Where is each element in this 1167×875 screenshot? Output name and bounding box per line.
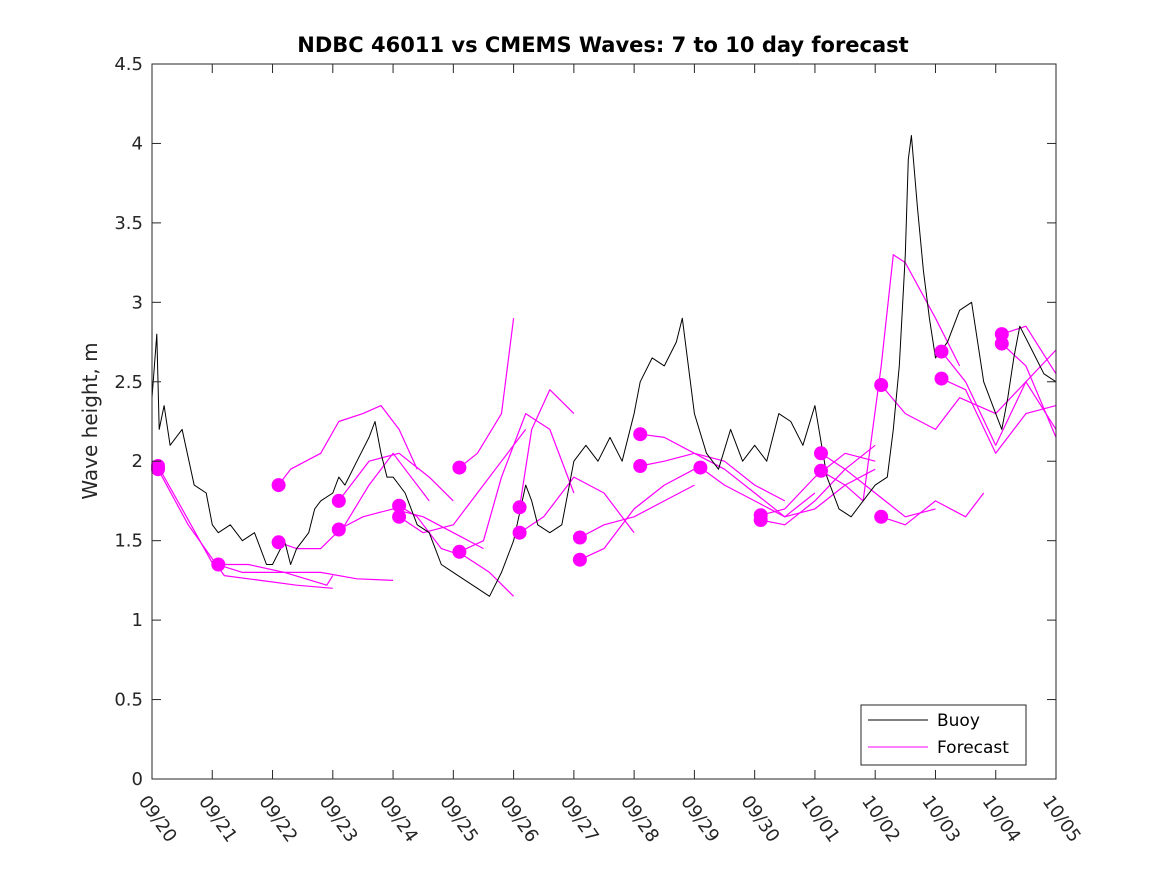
forecast-line-0 bbox=[157, 468, 333, 589]
forecast-line-24 bbox=[941, 349, 1057, 446]
forecast-marker-6 bbox=[331, 522, 346, 537]
forecast-marker-17 bbox=[693, 460, 708, 475]
forecast-marker-8 bbox=[392, 509, 407, 524]
forecast-marker-15 bbox=[633, 427, 648, 442]
forecast-line-20 bbox=[820, 452, 936, 518]
forecast-line-12 bbox=[519, 389, 575, 508]
plot-area bbox=[151, 64, 1057, 779]
y-axis-label: Wave height, m bbox=[78, 342, 102, 499]
y-tick-label: 4 bbox=[132, 133, 143, 154]
forecast-line-11 bbox=[519, 476, 635, 534]
legend: Buoy Forecast bbox=[860, 704, 1027, 766]
forecast-line-26 bbox=[1001, 325, 1057, 375]
axes-box bbox=[151, 63, 1057, 780]
plot-background bbox=[152, 64, 1056, 779]
forecast-line-9 bbox=[459, 318, 515, 469]
legend-box bbox=[860, 704, 1027, 766]
forecast-line-1 bbox=[157, 465, 334, 586]
forecast-marker-1 bbox=[151, 462, 165, 477]
forecast-line-8 bbox=[398, 429, 527, 534]
forecast-marker-11 bbox=[512, 525, 527, 540]
forecast-line-2 bbox=[218, 563, 394, 581]
forecast-line-6 bbox=[338, 508, 484, 550]
forecast-line-14 bbox=[579, 484, 695, 539]
forecast-marker-24 bbox=[934, 344, 949, 359]
legend-forecast-label: Forecast bbox=[937, 738, 1009, 758]
y-tick-label: 0.5 bbox=[114, 690, 143, 711]
y-tick-label: 1.5 bbox=[114, 531, 143, 552]
forecast-marker-5 bbox=[331, 493, 346, 508]
forecast-markers bbox=[151, 327, 1009, 572]
y-tick-label: 2.5 bbox=[114, 372, 143, 393]
y-tick-label: 4.5 bbox=[114, 54, 143, 75]
forecast-line-25 bbox=[941, 378, 1057, 454]
forecast-marker-16 bbox=[633, 459, 648, 473]
y-tick-label: 3 bbox=[132, 292, 143, 313]
forecast-line-10 bbox=[459, 413, 575, 553]
forecast-line-18 bbox=[760, 444, 876, 526]
forecast-line-5 bbox=[338, 452, 454, 502]
y-tick-label: 3.5 bbox=[114, 213, 143, 234]
forecast-line-13 bbox=[579, 468, 695, 561]
forecast-marker-14 bbox=[572, 530, 587, 545]
forecast-line-21 bbox=[820, 254, 961, 502]
forecast-marker-4 bbox=[271, 535, 286, 550]
y-tick-label: 0 bbox=[132, 769, 143, 790]
forecast-marker-3 bbox=[271, 478, 286, 493]
forecast-marker-12 bbox=[512, 500, 527, 515]
forecast-marker-20 bbox=[814, 446, 828, 461]
legend-buoy-label: Buoy bbox=[937, 711, 980, 731]
forecast-marker-7 bbox=[392, 498, 407, 513]
forecast-marker-10 bbox=[452, 544, 467, 559]
forecast-marker-19 bbox=[753, 508, 768, 523]
forecast-marker-27 bbox=[994, 336, 1009, 351]
forecast-line-4 bbox=[278, 452, 430, 550]
forecast-marker-21 bbox=[814, 463, 828, 478]
forecast-marker-2 bbox=[211, 557, 226, 572]
forecast-marker-13 bbox=[572, 552, 587, 567]
forecast-marker-22 bbox=[874, 378, 889, 392]
forecast-marker-23 bbox=[874, 509, 889, 524]
forecast-line-3 bbox=[278, 405, 418, 486]
chart-title: NDBC 46011 vs CMEMS Waves: 7 to 10 day f… bbox=[297, 33, 908, 57]
forecast-line-19 bbox=[760, 452, 876, 516]
forecast-marker-25 bbox=[934, 371, 949, 386]
forecast-line-22 bbox=[881, 492, 985, 526]
forecast-line-27 bbox=[1001, 343, 1057, 438]
y-tick-label: 1 bbox=[132, 610, 143, 631]
forecast-marker-9 bbox=[452, 460, 467, 475]
y-tick-label: 2 bbox=[132, 451, 143, 472]
